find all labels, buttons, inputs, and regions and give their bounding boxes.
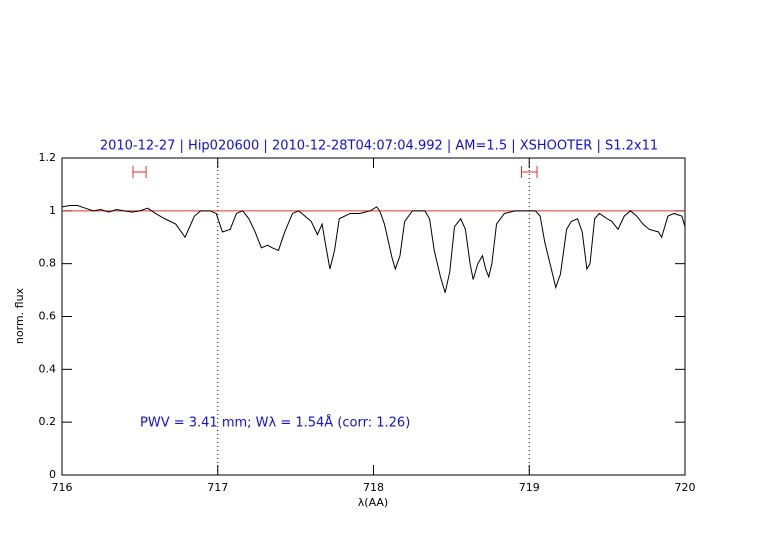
spectrum-line	[61, 205, 686, 293]
x-tick-label: 720	[675, 481, 696, 494]
y-tick-label: 1	[49, 204, 56, 217]
y-tick-label: 0.8	[39, 257, 57, 270]
x-tick-label: 718	[363, 481, 384, 494]
y-tick-label: 0.2	[39, 415, 57, 428]
y-tick-label: 0	[49, 468, 56, 481]
y-axis-label: norm. flux	[13, 287, 26, 344]
y-tick-label: 0.4	[39, 362, 57, 375]
x-tick-label: 719	[519, 481, 540, 494]
x-tick-label: 717	[207, 481, 228, 494]
y-tick-label: 1.2	[39, 151, 57, 164]
annotation: PWV = 3.41 mm; Wλ = 1.54Å (corr: 1.26)	[140, 415, 410, 431]
x-axis-label: λ(AA)	[358, 496, 388, 509]
y-tick-label: 0.6	[39, 310, 57, 323]
chart-title: 2010-12-27 | Hip020600 | 2010-12-28T04:0…	[100, 139, 658, 154]
x-tick-label: 716	[52, 481, 73, 494]
